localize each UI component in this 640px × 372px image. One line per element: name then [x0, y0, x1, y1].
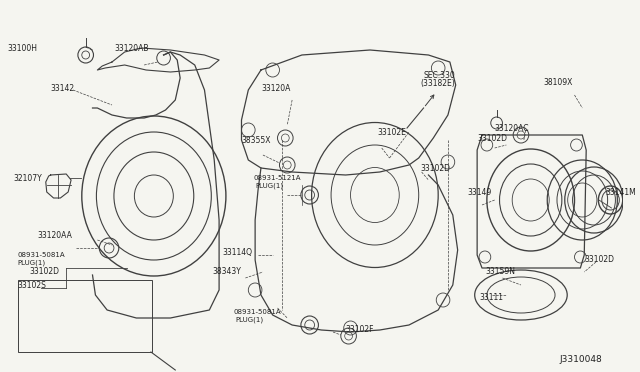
Text: 33100H: 33100H — [8, 44, 38, 52]
Text: 33102D: 33102D — [29, 267, 60, 276]
Text: PLUG(1): PLUG(1) — [255, 183, 284, 189]
Text: 33102D: 33102D — [477, 134, 507, 142]
Bar — [17, 280, 152, 352]
Text: 32107Y: 32107Y — [13, 173, 42, 183]
Text: 33102E: 33102E — [378, 128, 406, 137]
Text: 33102D: 33102D — [584, 256, 614, 264]
Text: 08931-5121A: 08931-5121A — [253, 175, 301, 181]
Text: (33182E): (33182E) — [420, 78, 456, 87]
Text: SEC.330: SEC.330 — [424, 71, 455, 80]
Text: PLUG(1): PLUG(1) — [236, 317, 264, 323]
Text: 38109X: 38109X — [543, 77, 573, 87]
Text: 38355X: 38355X — [241, 135, 271, 144]
Text: 33149: 33149 — [467, 187, 492, 196]
Text: 33102S: 33102S — [17, 280, 47, 289]
Text: 33111: 33111 — [479, 294, 503, 302]
Text: 33120AB: 33120AB — [115, 44, 149, 52]
Text: 33141M: 33141M — [605, 187, 636, 196]
Text: 33114Q: 33114Q — [222, 247, 252, 257]
Text: 33142: 33142 — [51, 83, 75, 93]
Text: PLUG(1): PLUG(1) — [17, 260, 45, 266]
Text: J3310048: J3310048 — [559, 356, 602, 365]
Text: 08931-5081A: 08931-5081A — [17, 252, 65, 258]
Text: 33120AA: 33120AA — [37, 231, 72, 240]
Text: 38343Y: 38343Y — [212, 267, 241, 276]
Text: 33159N: 33159N — [485, 267, 515, 276]
Text: 33102D: 33102D — [420, 164, 451, 173]
Text: 33120AC: 33120AC — [495, 124, 529, 132]
Text: 33102F: 33102F — [346, 326, 374, 334]
Text: 33120A: 33120A — [261, 83, 291, 93]
Text: 08931-5081A: 08931-5081A — [234, 309, 282, 315]
